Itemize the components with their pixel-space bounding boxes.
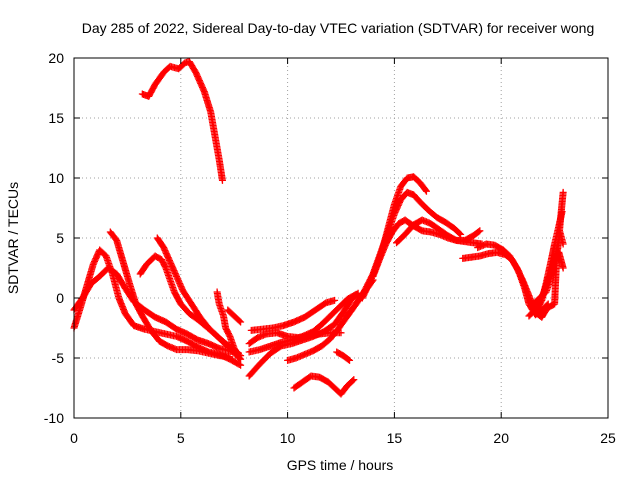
series-arc-19 bbox=[393, 216, 486, 248]
axis-tick-labels: 0 5 10 15 20 25 -10 -5 0 5 10 15 20 bbox=[44, 50, 616, 446]
data-point-marker bbox=[235, 360, 243, 368]
y-tick-label: 5 bbox=[56, 230, 64, 246]
series-arc-25 bbox=[538, 228, 567, 314]
data-point-marker bbox=[226, 353, 234, 361]
data-point-marker bbox=[475, 228, 483, 236]
data-point-marker bbox=[476, 227, 484, 235]
data-point-marker bbox=[346, 356, 354, 364]
y-tick-label: 20 bbox=[48, 50, 64, 66]
y-tick-label: 10 bbox=[48, 170, 64, 186]
data-point-marker bbox=[352, 290, 360, 298]
series-arc-1 bbox=[138, 58, 226, 184]
data-point-marker bbox=[344, 356, 352, 364]
series-arc-3 bbox=[70, 264, 245, 360]
data-point-marker bbox=[337, 329, 345, 337]
data-point-marker bbox=[457, 230, 465, 238]
data-point-marker bbox=[456, 229, 464, 237]
x-tick-label: 20 bbox=[493, 430, 509, 446]
series-arc-11 bbox=[247, 296, 339, 334]
data-point-marker bbox=[558, 208, 566, 216]
data-point-marker bbox=[349, 377, 357, 385]
x-axis-label: GPS time / hours bbox=[287, 457, 394, 473]
series-arc-8 bbox=[224, 306, 245, 326]
y-tick-label: -10 bbox=[44, 410, 64, 426]
data-point-marker bbox=[237, 318, 245, 326]
x-tick-label: 5 bbox=[177, 430, 185, 446]
data-point-marker bbox=[350, 376, 358, 384]
x-tick-label: 0 bbox=[70, 430, 78, 446]
grid bbox=[74, 58, 608, 418]
x-tick-label: 10 bbox=[280, 430, 296, 446]
data-point-marker bbox=[331, 296, 339, 304]
data-points bbox=[70, 58, 567, 398]
data-point-marker bbox=[422, 187, 430, 195]
data-point-marker bbox=[351, 291, 359, 299]
data-point-marker bbox=[422, 186, 430, 194]
data-point-marker bbox=[234, 354, 242, 362]
series-arc-14 bbox=[290, 372, 358, 398]
series-arc-4 bbox=[106, 228, 234, 361]
chart-title: Day 285 of 2022, Sidereal Day-to-day VTE… bbox=[82, 20, 595, 36]
series-arc-17 bbox=[358, 188, 465, 302]
y-tick-label: -5 bbox=[52, 350, 65, 366]
y-tick-label: 15 bbox=[48, 110, 64, 126]
data-point-marker bbox=[218, 176, 226, 184]
data-point-marker bbox=[559, 240, 567, 248]
x-tick-label: 25 bbox=[600, 430, 616, 446]
axis-ticks bbox=[73, 57, 609, 419]
series-arc-7 bbox=[213, 288, 242, 362]
x-tick-label: 15 bbox=[387, 430, 403, 446]
data-point-marker bbox=[236, 317, 244, 325]
y-axis-label: SDTVAR / TECUs bbox=[5, 182, 21, 294]
data-point-marker bbox=[559, 264, 567, 272]
series-arc-12 bbox=[245, 290, 360, 356]
y-tick-label: 0 bbox=[56, 290, 64, 306]
data-point-marker bbox=[237, 361, 245, 369]
series-arc-15 bbox=[333, 348, 354, 364]
series-arc-10 bbox=[245, 289, 362, 380]
data-point-marker bbox=[559, 188, 567, 196]
